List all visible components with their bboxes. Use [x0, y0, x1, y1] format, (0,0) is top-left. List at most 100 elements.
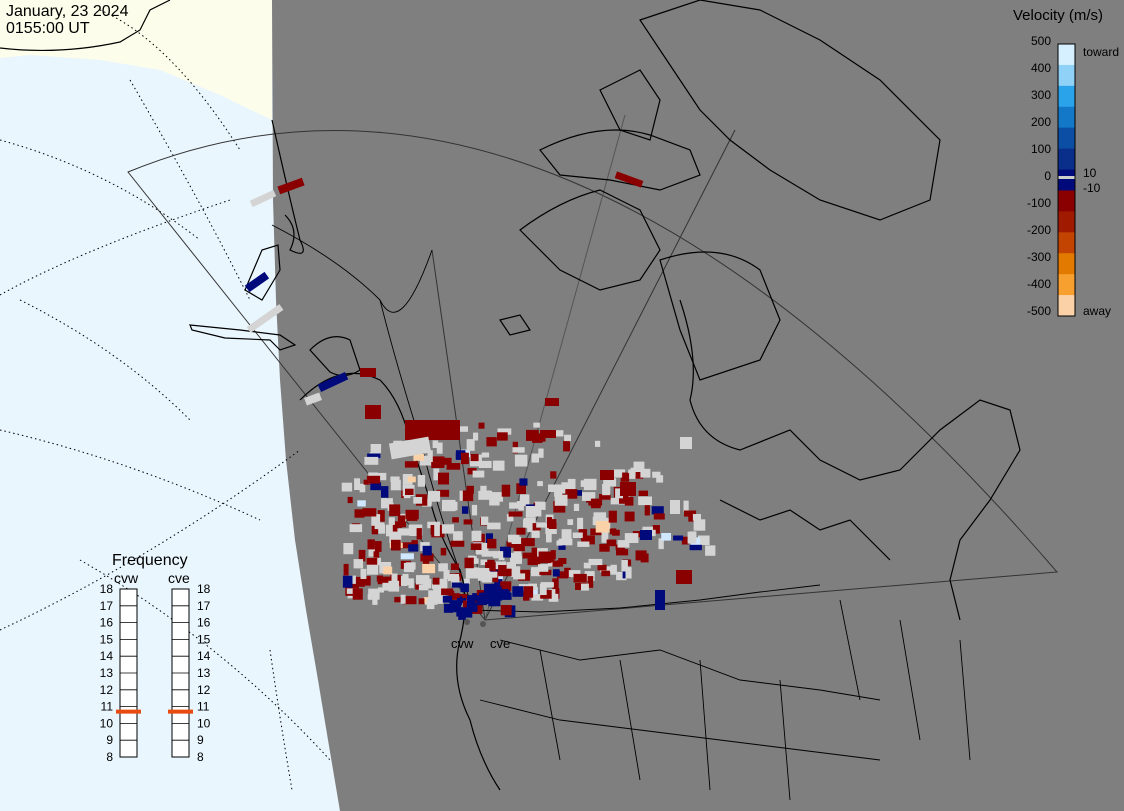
- graticule-line: [0, 449, 301, 631]
- state-borders: [479, 699, 881, 761]
- alaska-panhandle: [271, 119, 304, 254]
- night-region: [272, 0, 1124, 811]
- range-gate-cell: [353, 559, 364, 569]
- range-gate-cell: [304, 392, 322, 406]
- range-gate-cell: [538, 448, 544, 458]
- range-gate-cell: [417, 475, 426, 487]
- range-gate-cell: [684, 510, 697, 517]
- range-gate-cell: [460, 583, 469, 592]
- arctic-island: [599, 69, 661, 141]
- range-gate-cell: [597, 564, 607, 571]
- range-gate-cell: [415, 583, 421, 590]
- velocity-tick-label: -200: [1027, 223, 1051, 237]
- coastlines: [0, 0, 1021, 791]
- range-gate-cell: [516, 527, 526, 535]
- range-gate-cell: [516, 483, 526, 494]
- range-gate-cell: [413, 497, 423, 504]
- range-gate-cell: [451, 576, 460, 587]
- range-gate-cell: [572, 532, 583, 538]
- range-gate-cell: [578, 529, 588, 539]
- range-gate-cell: [531, 594, 544, 601]
- velocity-tick-label: -100: [1027, 196, 1051, 210]
- range-gate-cell: [653, 513, 665, 520]
- range-gate-cell: [360, 568, 367, 579]
- range-gate-cell: [354, 509, 365, 518]
- frequency-scale-label: 14: [197, 649, 211, 663]
- range-gate-cell: [550, 430, 564, 437]
- graticule-line: [79, 559, 331, 761]
- range-gate-cell: [697, 535, 710, 545]
- arctic-island: [539, 129, 701, 191]
- range-gate-cell: [416, 528, 422, 540]
- range-gate-cell: [462, 490, 474, 502]
- velocity-color-bar: [1058, 44, 1075, 317]
- range-gate-cell: [466, 602, 478, 612]
- range-gate-cell: [446, 463, 461, 470]
- range-gate-cell: [497, 432, 508, 441]
- range-gate-cell: [548, 484, 562, 492]
- graticule-line: [0, 199, 231, 296]
- range-gate-cell: [436, 489, 450, 497]
- frequency-scale-label: 12: [197, 683, 211, 697]
- radar-site-markers: cvw cve: [451, 619, 510, 651]
- velocity-tick-label: -400: [1027, 277, 1051, 291]
- range-gate-cell: [478, 460, 492, 468]
- range-gate-cell: [442, 499, 456, 512]
- range-gate-cell: [420, 455, 433, 466]
- range-gate-cell: [370, 482, 382, 491]
- range-gate-cell: [501, 484, 511, 497]
- range-gate-cell: [438, 563, 448, 572]
- range-gate-cell: [447, 574, 459, 582]
- kodiak-coast: [244, 244, 281, 301]
- frequency-scale-label: 13: [100, 666, 114, 680]
- range-gate-cell: [518, 505, 524, 511]
- range-gate-cell: [443, 603, 453, 613]
- frequency-scale-label: 17: [197, 599, 211, 613]
- range-gate-cell: [441, 588, 454, 596]
- range-gate-cell: [397, 576, 409, 586]
- graticule: [0, 9, 331, 791]
- range-gate-cell: [558, 542, 566, 550]
- range-gate-cell: [635, 550, 647, 561]
- range-gate-cell: [601, 531, 609, 543]
- range-gate-cell: [638, 490, 648, 496]
- range-gate-cell: [367, 453, 381, 459]
- frequency-scale-label: 15: [197, 632, 211, 646]
- range-gate-cell: [563, 440, 570, 452]
- frequency-scale-label: 17: [100, 599, 114, 613]
- range-gate-cell: [426, 598, 435, 610]
- range-gate-cell: [550, 550, 556, 560]
- range-gate-cell: [453, 531, 463, 543]
- range-gate-cell: [392, 522, 399, 532]
- range-gate-cell: [552, 569, 560, 577]
- range-gate-cell: [616, 549, 629, 556]
- range-gate-cell: [497, 428, 512, 435]
- range-gate-cell: [532, 507, 542, 517]
- range-gate-cell: [443, 457, 452, 465]
- range-gate-cell: [488, 597, 501, 607]
- range-gate-cell: [513, 545, 522, 558]
- frequency-scales: 18 17 16 15 14 13 12 11 10 9 8 18 17 16 15 14 13 12 11 10 9 8: [100, 582, 211, 764]
- range-gate-cell: [388, 517, 395, 525]
- range-gate-cell: [477, 569, 490, 581]
- range-gate-cell: [614, 171, 644, 188]
- velocity-legend-title: Velocity (m/s): [1013, 7, 1103, 24]
- range-gate-cell: [391, 573, 398, 586]
- range-gate-cell: [465, 607, 473, 618]
- range-gate-cell: [531, 567, 542, 577]
- range-gate-cell: [523, 518, 536, 527]
- range-gate-cell: [564, 434, 571, 442]
- range-gate-cell: [545, 524, 557, 534]
- radar-site-cve-marker: [480, 621, 486, 627]
- range-gate-cell: [554, 588, 560, 599]
- range-gate-cell: [427, 450, 433, 462]
- velocity-color-swatch: [1058, 44, 1075, 66]
- range-gate-cell: [689, 544, 702, 551]
- range-gate-cell: [651, 506, 664, 515]
- range-gate-cell: [673, 535, 684, 541]
- range-gate-cell: [661, 533, 671, 541]
- range-gate-cell: [471, 504, 478, 516]
- range-gate-cell: [435, 597, 444, 604]
- range-gate-cell: [422, 545, 432, 556]
